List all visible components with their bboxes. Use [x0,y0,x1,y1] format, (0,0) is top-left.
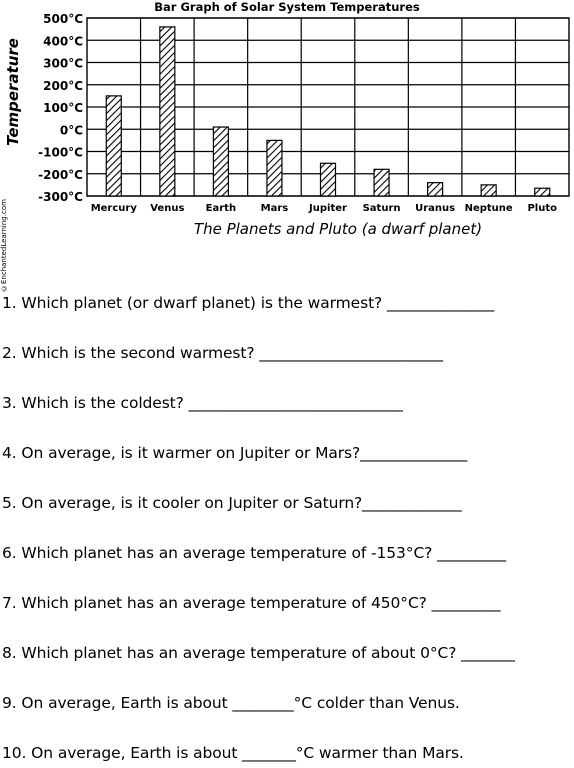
y-tick-label: 300°C [43,57,83,71]
bar-neptune [480,184,497,197]
x-tick-labels: Mercury Venus Earth Mars Jupiter Saturn Uranus… [91,203,557,214]
x-tick-label-mars: Mars [261,203,289,214]
bars [105,26,551,197]
y-tick-label: -200°C [38,168,83,182]
bar-mercury [105,95,122,197]
question-10: 10. On average, Earth is about _______°C… [2,744,464,762]
y-axis-label: Temperature [4,38,22,146]
bar-jupiter [319,162,337,197]
y-tick-label: 500°C [43,12,83,26]
bar-chart: Bar Graph of Solar System Temperatures T… [4,0,570,238]
question-6: 6. Which planet has an average temperatu… [2,544,506,562]
question-2: 2. Which is the second warmest? ________… [2,344,443,362]
y-tick-label: 400°C [43,34,83,48]
question-1: 1. Which planet (or dwarf planet) is the… [2,294,495,312]
x-tick-label-jupiter: Jupiter [308,203,347,214]
question-3: 3. Which is the coldest? _______________… [2,394,403,412]
bar-earth [212,126,229,197]
y-tick-label: 100°C [43,101,83,115]
y-tick-labels: 500°C 400°C 300°C 200°C 100°C 0°C -100°C -200°C… [38,12,83,204]
bar-uranus [427,182,444,197]
chart-title: Bar Graph of Solar System Temperatures [154,0,420,14]
question-8: 8. Which planet has an average temperatu… [2,644,515,662]
x-tick-label-venus: Venus [150,203,184,214]
question-9: 9. On average, Earth is about ________°C… [2,694,460,712]
bar-saturn [373,168,390,197]
x-tick-label-pluto: Pluto [527,203,557,214]
y-tick-label: 200°C [43,79,83,93]
bar-venus [159,26,176,197]
x-tick-label-earth: Earth [206,203,236,214]
x-tick-label-saturn: Saturn [363,203,401,214]
y-tick-label: -100°C [38,146,83,160]
copyright-text: ©EnchantedLearning.com [0,199,8,292]
question-5: 5. On average, is it cooler on Jupiter o… [2,494,462,512]
bar-mars [266,139,283,197]
question-4: 4. On average, is it warmer on Jupiter o… [2,444,468,462]
x-tick-label-uranus: Uranus [415,203,455,214]
x-tick-label-mercury: Mercury [91,203,138,214]
y-tick-label: 0°C [60,123,83,137]
x-axis-label: The Planets and Pluto (a dwarf planet) [194,220,482,238]
y-tick-label: -300°C [38,190,83,204]
question-7: 7. Which planet has an average temperatu… [2,594,501,612]
bar-pluto [534,187,551,197]
x-tick-label-neptune: Neptune [465,203,513,214]
